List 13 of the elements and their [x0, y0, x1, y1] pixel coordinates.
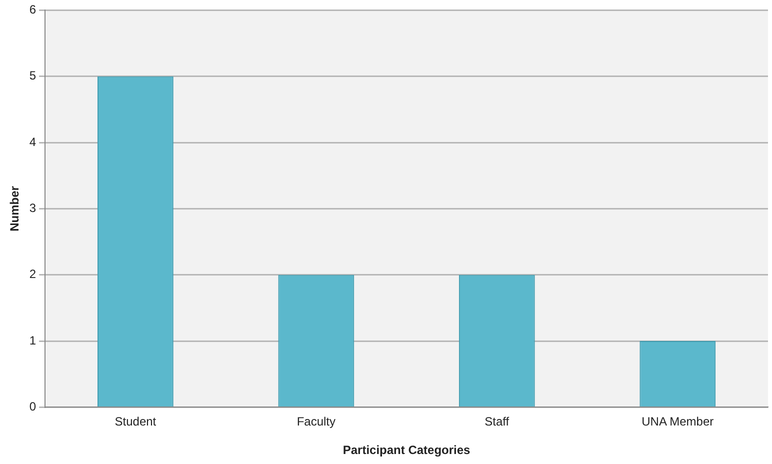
y-tick-label: 5: [29, 68, 36, 83]
x-tick-label: Student: [114, 414, 157, 429]
y-tick-label: 3: [29, 201, 36, 216]
x-tick-label: UNA Member: [642, 414, 714, 429]
y-tick-label: 6: [29, 2, 36, 17]
x-tick-label: Staff: [484, 414, 510, 429]
y-tick-label: 2: [29, 267, 36, 282]
y-tick-label: 0: [29, 400, 36, 414]
x-tick-label: Faculty: [296, 414, 336, 429]
y-tick-label: 4: [29, 134, 36, 149]
y-tick-label: 1: [29, 333, 36, 348]
y-axis-title: Number: [8, 186, 22, 232]
x-axis-title: Participant Categories: [342, 443, 471, 458]
